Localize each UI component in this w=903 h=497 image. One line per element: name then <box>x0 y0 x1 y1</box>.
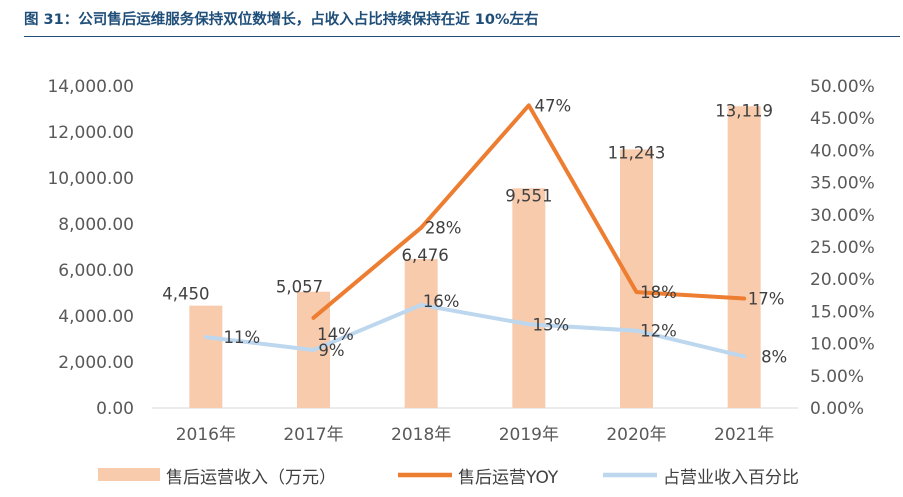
y-left-tick-label: 0.00 <box>96 399 134 419</box>
bar-value-label: 6,476 <box>402 246 449 265</box>
bar-value-label: 9,551 <box>505 186 552 205</box>
bar <box>512 188 546 408</box>
y-left-tick-label: 12,000.00 <box>47 123 134 143</box>
title-rule <box>24 36 900 37</box>
yoy-line <box>311 103 747 320</box>
legend-label: 售后运营收入（万元） <box>166 468 336 488</box>
y-left-tick-label: 10,000.00 <box>47 169 134 189</box>
yoy-value-label: 28% <box>425 219 462 238</box>
y-left-tick-label: 6,000.00 <box>58 261 134 281</box>
share-value-label: 11% <box>223 328 260 347</box>
y-right-tick-label: 15.00% <box>810 302 875 322</box>
share-line <box>203 302 747 359</box>
y-right-tick-label: 5.00% <box>810 367 864 387</box>
bar-value-label: 11,243 <box>608 143 666 162</box>
y-right-tick-label: 0.00% <box>810 399 864 419</box>
y-right-tick-label: 50.00% <box>810 77 875 97</box>
legend-label: 占营业收入百分比 <box>663 468 799 488</box>
x-tick-label: 2021年 <box>714 425 774 445</box>
y-left-tick-label: 8,000.00 <box>58 215 134 235</box>
y-right-tick-label: 20.00% <box>810 270 875 290</box>
legend-swatch-bar <box>98 468 160 481</box>
share-value-label: 13% <box>532 315 569 334</box>
legend-label: 售后运营YOY <box>458 468 559 488</box>
yoy-value-label: 17% <box>748 290 785 309</box>
yoy-value-label: 18% <box>640 283 677 302</box>
x-tick-label: 2017年 <box>283 425 343 445</box>
share-value-label: 9% <box>318 341 344 360</box>
share-value-label: 12% <box>640 322 677 341</box>
bar <box>620 149 653 408</box>
y-right-tick-label: 25.00% <box>810 238 875 258</box>
share-value-label: 8% <box>761 347 787 366</box>
y-right-tick-label: 45.00% <box>810 109 875 129</box>
x-tick-label: 2020年 <box>606 425 666 445</box>
bar <box>727 106 761 408</box>
bar-value-label: 13,119 <box>715 101 773 120</box>
share-value-label: 16% <box>423 292 460 311</box>
bar-value-label: 5,057 <box>276 278 323 297</box>
yoy-value-label: 47% <box>534 96 571 115</box>
y-left-tick-label: 4,000.00 <box>58 307 134 327</box>
y-right-tick-label: 10.00% <box>810 335 875 355</box>
x-tick-label: 2018年 <box>391 425 451 445</box>
bar <box>189 305 223 408</box>
bar-value-label: 4,450 <box>162 285 209 304</box>
bar <box>404 259 438 408</box>
y-left-tick-label: 2,000.00 <box>58 353 134 373</box>
yoy-value-label: 14% <box>317 325 354 344</box>
y-left-tick-label: 14,000.00 <box>47 77 134 97</box>
x-tick-label: 2016年 <box>176 425 236 445</box>
x-tick-label: 2019年 <box>499 425 559 445</box>
chart-title: 图 31：公司售后运维服务保持双位数增长，占收入占比持续保持在近 10%左右 <box>24 12 539 28</box>
y-right-tick-label: 35.00% <box>810 174 875 194</box>
y-right-tick-label: 40.00% <box>810 141 875 161</box>
y-right-tick-label: 30.00% <box>810 206 875 226</box>
